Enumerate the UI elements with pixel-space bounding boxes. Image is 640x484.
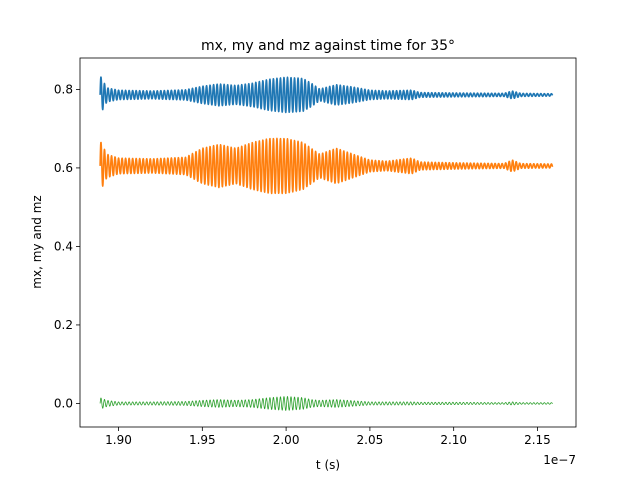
x-tick-label: 2.00 bbox=[273, 433, 300, 447]
y-tick-label: 0.0 bbox=[54, 396, 73, 410]
x-tick-label: 1.90 bbox=[105, 433, 132, 447]
y-tick-label: 0.8 bbox=[54, 82, 73, 96]
y-tick-label: 0.6 bbox=[54, 161, 73, 175]
x-tick-label: 2.15 bbox=[524, 433, 551, 447]
x-tick-label: 2.05 bbox=[357, 433, 384, 447]
y-tick-label: 0.2 bbox=[54, 318, 73, 332]
x-tick-label: 1.95 bbox=[189, 433, 216, 447]
series-line-mz bbox=[99, 396, 553, 411]
x-axis-offset-label: 1e−7 bbox=[543, 453, 576, 467]
series-line-my bbox=[99, 137, 554, 195]
y-axis: 0.0 0.2 0.4 0.6 0.8 bbox=[54, 82, 80, 410]
chart-title: mx, my and mz against time for 35° bbox=[201, 38, 455, 54]
series-line-mx bbox=[99, 76, 554, 114]
y-tick-label: 0.4 bbox=[54, 239, 73, 253]
y-axis-label: mx, my and mz bbox=[30, 195, 44, 288]
plot-frame bbox=[79, 57, 577, 428]
series-layer bbox=[99, 76, 554, 411]
x-tick-label: 2.10 bbox=[440, 433, 467, 447]
x-axis-label: t (s) bbox=[316, 458, 340, 472]
x-axis: 1.90 1.95 2.00 2.05 2.10 2.15 bbox=[105, 427, 551, 447]
